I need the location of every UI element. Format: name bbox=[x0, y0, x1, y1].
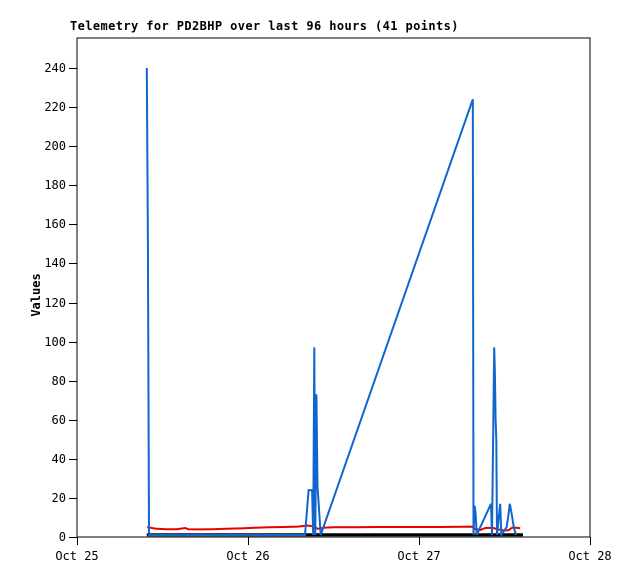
y-tick-label: 200 bbox=[44, 139, 66, 154]
y-tick-label: 40 bbox=[51, 451, 66, 466]
y-tick-label: 120 bbox=[44, 295, 66, 310]
x-tick-label: Oct 28 bbox=[568, 549, 612, 563]
chart-title: Telemetry for PD2BHP over last 96 hours … bbox=[70, 19, 459, 33]
axis-ticks bbox=[69, 68, 591, 545]
y-tick-label: 100 bbox=[44, 334, 66, 349]
y-tick-label: 0 bbox=[58, 530, 66, 544]
x-tick-label: Oct 27 bbox=[397, 549, 441, 563]
y-tick-label: 140 bbox=[44, 256, 66, 271]
series-primary-values-blue bbox=[145, 67, 517, 539]
y-tick-label: 180 bbox=[44, 178, 66, 193]
y-tick-label: 20 bbox=[51, 490, 66, 505]
y-tick-label: 240 bbox=[44, 61, 66, 75]
y-tick-label: 160 bbox=[44, 217, 66, 232]
series-secondary-values-red bbox=[147, 524, 521, 532]
x-tick-label: Oct 25 bbox=[55, 549, 99, 563]
y-tick-label: 60 bbox=[51, 412, 66, 427]
y-tick-label: 220 bbox=[44, 100, 66, 115]
series-lines bbox=[145, 67, 523, 539]
y-tick-label: 80 bbox=[51, 373, 66, 388]
x-tick-label: Oct 26 bbox=[226, 549, 270, 563]
plot-border bbox=[76, 37, 591, 538]
